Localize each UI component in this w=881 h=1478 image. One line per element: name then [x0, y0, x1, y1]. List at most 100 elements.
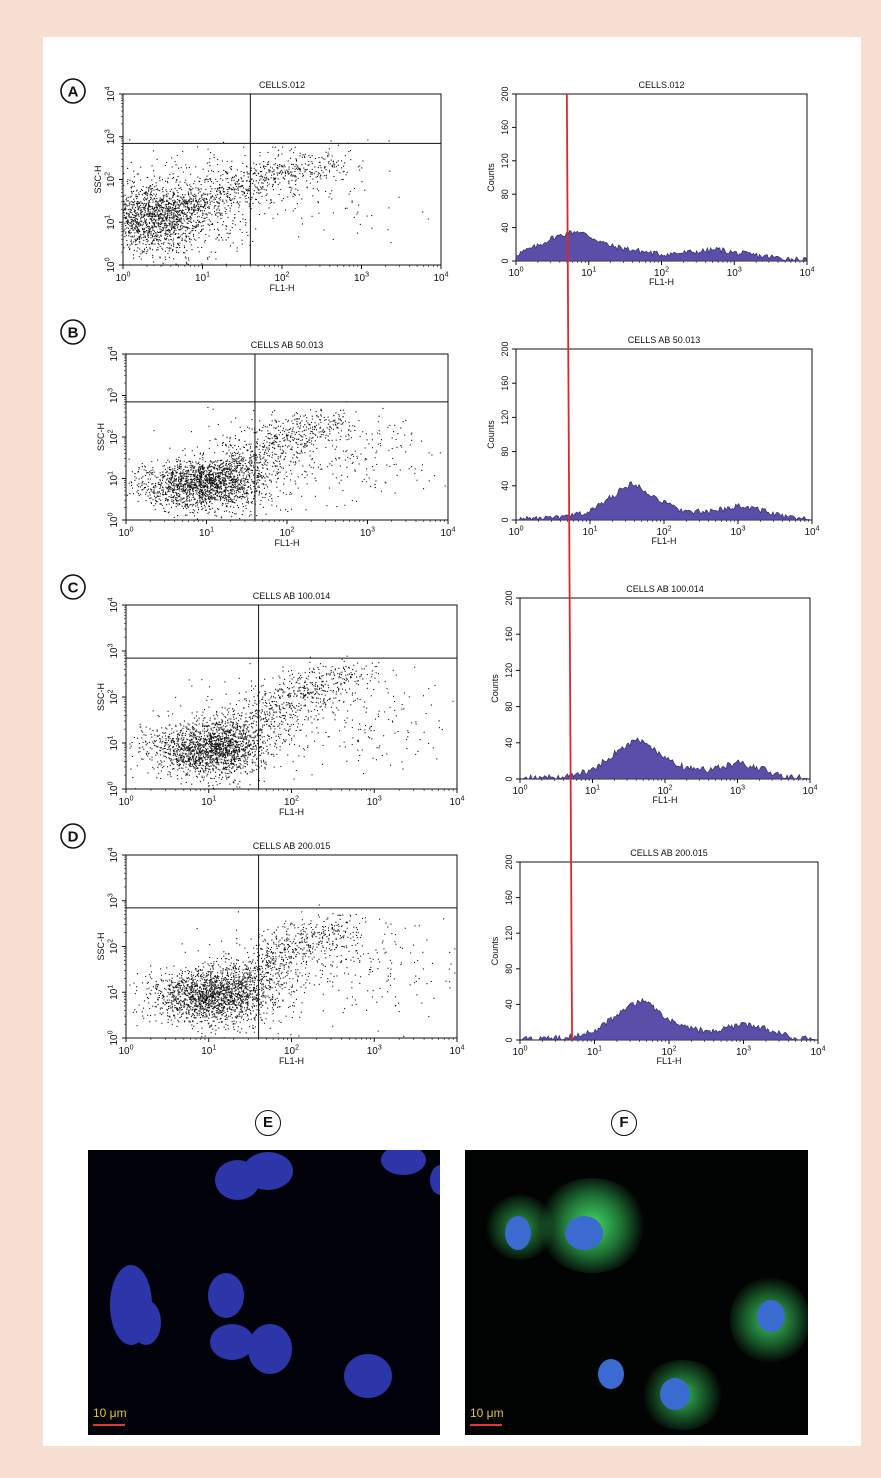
scatter-point — [178, 229, 180, 231]
scatter-point — [251, 480, 253, 482]
scatter-point — [262, 176, 264, 178]
scatter-point — [185, 199, 187, 201]
y-tick-label: 120 — [500, 153, 510, 168]
scatter-point — [304, 171, 306, 173]
scatter-point — [187, 218, 189, 220]
scatter-point — [154, 487, 156, 489]
scatter-point — [231, 189, 233, 191]
scatter-point — [313, 444, 315, 446]
scatter-point — [213, 478, 215, 480]
scatter-point — [181, 486, 183, 488]
scatter-point — [199, 477, 201, 479]
scatter-point — [135, 215, 137, 217]
scatter-point — [170, 198, 172, 200]
scatter-point — [366, 439, 368, 441]
scatter-point — [253, 474, 255, 476]
scatter-point — [371, 433, 373, 435]
scatter-point — [161, 247, 163, 249]
scatter-point — [362, 160, 364, 162]
scatter-point — [344, 162, 346, 164]
scatter-point — [177, 176, 179, 178]
scatter-point — [202, 466, 204, 468]
scatter-point — [262, 496, 264, 498]
scatter-point — [251, 167, 253, 169]
scatter-point — [169, 477, 171, 479]
scatter-point — [147, 472, 149, 474]
scatter-point — [371, 439, 373, 441]
scatter-point — [144, 197, 146, 199]
scatter-point — [217, 499, 219, 501]
scatter-point — [359, 169, 361, 171]
scatter-point — [201, 474, 203, 476]
scatter-point — [178, 480, 180, 482]
scatter-point — [136, 243, 138, 245]
scatter-point — [268, 455, 270, 457]
scatter-point — [225, 460, 227, 462]
scatter-point — [182, 470, 184, 472]
scatter-point — [248, 469, 250, 471]
histogram-title: CELLS.012 — [638, 80, 684, 90]
scatter-point — [210, 478, 212, 480]
scatter-point — [215, 483, 217, 485]
scatter-point — [159, 199, 161, 201]
scatter-point — [203, 487, 205, 489]
scatter-point — [136, 221, 138, 223]
scatter-point — [231, 492, 233, 494]
scatter-point — [180, 219, 182, 221]
scatter-point — [274, 453, 276, 455]
scatter-point — [137, 471, 139, 473]
scatter-point — [223, 497, 225, 499]
scatter-point — [148, 212, 150, 214]
scatter-point — [277, 174, 279, 176]
scatter-point — [262, 457, 264, 459]
scatter-point — [203, 473, 205, 475]
scatter-point — [238, 496, 240, 498]
scatter-point — [143, 192, 145, 194]
scatter-point — [177, 204, 179, 206]
scatter-point — [214, 205, 216, 207]
scatter-point — [177, 220, 179, 222]
scatter-point — [217, 491, 219, 493]
scatter-point — [200, 209, 202, 211]
scatter-point — [251, 419, 253, 421]
scatter-point — [261, 483, 263, 485]
scatter-point — [181, 491, 183, 493]
scatter-point — [199, 452, 201, 454]
scatter-point — [219, 192, 221, 194]
scatter-point — [161, 213, 163, 215]
scatter-point — [301, 223, 303, 225]
scatter-point — [285, 452, 287, 454]
scatter-point — [250, 488, 252, 490]
scatter-point — [367, 139, 369, 141]
scatter-point — [348, 435, 350, 437]
scatter-point — [123, 212, 125, 214]
scatter-point — [287, 446, 289, 448]
scatter-point — [139, 238, 141, 240]
scatter-point — [161, 504, 163, 506]
scatter-point — [291, 473, 293, 475]
scatter-point — [177, 220, 179, 222]
scatter-point — [185, 206, 187, 208]
scatter-point — [138, 192, 140, 194]
scatter-point — [298, 438, 300, 440]
scatter-point — [175, 498, 177, 500]
scatter-point — [218, 234, 220, 236]
scatter-point — [228, 473, 230, 475]
scatter-point — [184, 247, 186, 249]
scatter-point — [201, 509, 203, 511]
scatter-point — [388, 140, 390, 142]
scatter-point — [191, 486, 193, 488]
scatter-point — [226, 195, 228, 197]
scatter-point — [148, 187, 150, 189]
scatter-point — [290, 479, 292, 481]
scatter-point — [255, 174, 257, 176]
scatter-point — [291, 446, 293, 448]
scatter-point — [320, 436, 322, 438]
scatter-point — [177, 485, 179, 487]
scatter-point — [209, 165, 211, 167]
scatter-point — [184, 490, 186, 492]
scatter-point — [148, 232, 150, 234]
scatter-point — [188, 473, 190, 475]
scatter-point — [155, 496, 157, 498]
scatter-point — [172, 205, 174, 207]
